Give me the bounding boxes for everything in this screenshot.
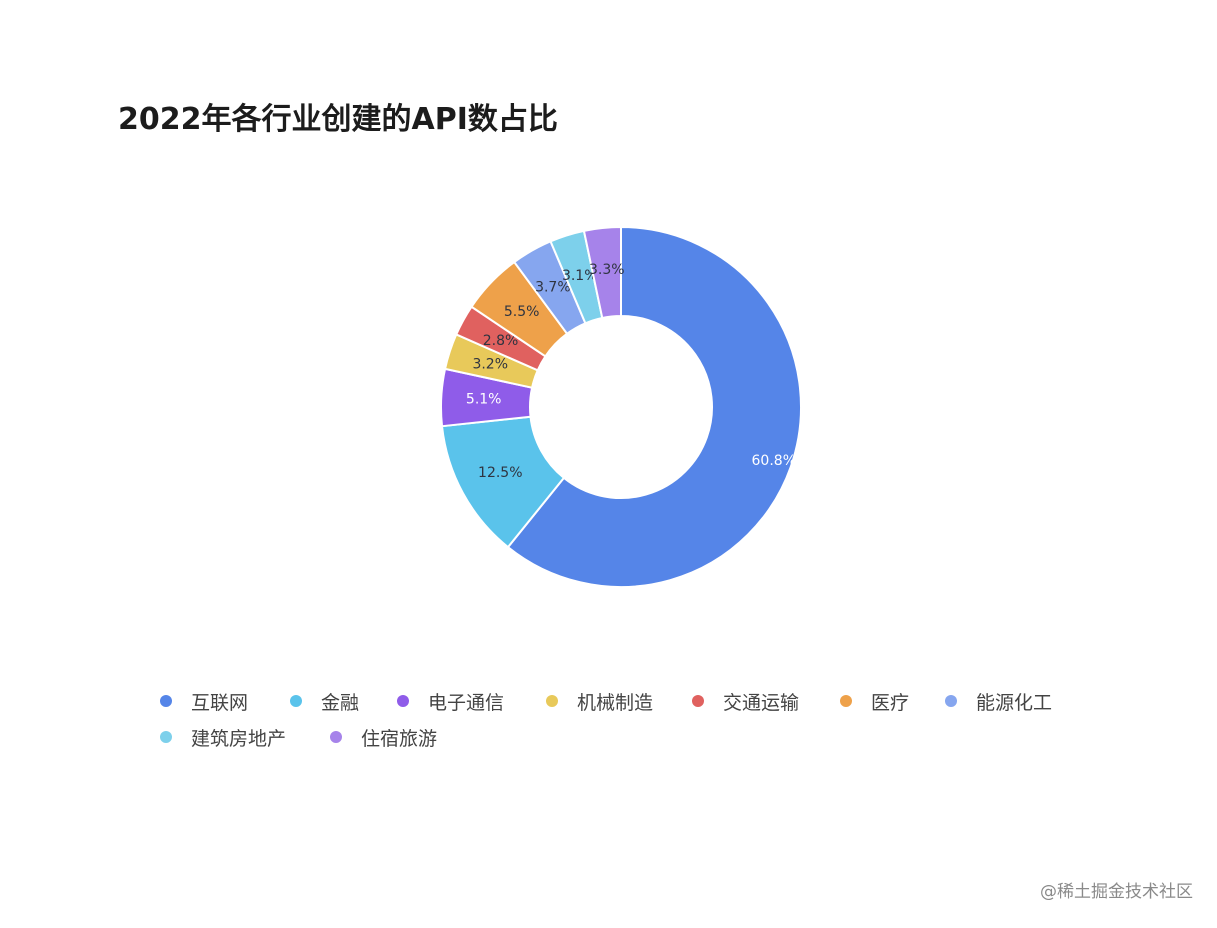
legend-item-internet[interactable]: 互联网 [160, 688, 290, 715]
legend-dot-icon [840, 695, 852, 707]
legend-item-machinery[interactable]: 机械制造 [546, 688, 692, 715]
legend-item-electronics-telecom[interactable]: 电子通信 [397, 688, 546, 715]
legend-label: 电子通信 [428, 691, 505, 714]
legend-dot-icon [692, 695, 704, 707]
legend-item-medical[interactable]: 医疗 [840, 688, 945, 715]
legend-dot-icon [160, 695, 172, 707]
legend-label: 住宿旅游 [361, 727, 438, 750]
watermark: @稀土掘金技术社区 [1040, 882, 1193, 902]
legend-item-energy-chemical[interactable]: 能源化工 [945, 688, 1075, 715]
legend-label: 医疗 [871, 691, 910, 714]
legend-row-1: 互联网 金融 电子通信 机械制造 交通运输 医疗 能源化工 [160, 684, 1120, 718]
legend-label: 建筑房地产 [191, 727, 287, 750]
legend-item-construction-realestate[interactable]: 建筑房地产 [160, 724, 330, 751]
pie-slice[interactable] [582, 225, 622, 320]
slice-label: 2.8% [483, 333, 519, 349]
legend-label: 能源化工 [976, 691, 1053, 714]
legend-dot-icon [330, 731, 342, 743]
legend-label: 互联网 [191, 691, 249, 714]
legend-dot-icon [945, 695, 957, 707]
pie-slice[interactable] [506, 225, 802, 588]
slice-label: 12.5% [478, 465, 522, 481]
legend-dot-icon [397, 695, 409, 707]
legend-item-finance[interactable]: 金融 [290, 688, 397, 715]
slice-label: 60.8% [752, 453, 796, 469]
legend-item-hospitality-tourism[interactable]: 住宿旅游 [330, 724, 480, 751]
slice-label: 3.1% [562, 268, 598, 284]
slice-label: 3.2% [472, 357, 508, 373]
legend-row-2: 建筑房地产 住宿旅游 [160, 720, 1120, 754]
chart-title: 2022年各行业创建的API数占比 [118, 102, 558, 137]
legend-dot-icon [546, 695, 558, 707]
slice-label: 3.3% [589, 262, 625, 278]
legend-label: 机械制造 [577, 691, 654, 714]
legend-dot-icon [160, 731, 172, 743]
legend-label: 金融 [321, 691, 360, 714]
slice-label: 5.5% [504, 304, 540, 320]
slice-label: 3.7% [535, 280, 571, 296]
legend-dot-icon [290, 695, 302, 707]
slice-label: 5.1% [466, 392, 502, 408]
legend-label: 交通运输 [723, 691, 800, 714]
chart-legend: 互联网 金融 电子通信 机械制造 交通运输 医疗 能源化工 建筑房 [160, 684, 1120, 756]
donut-chart: 60.8% 12.5% 5.1% 3.2% 2.8% 5.5% 3.7%3.1%3.3% [440, 225, 802, 588]
legend-item-transport[interactable]: 交通运输 [692, 688, 840, 715]
